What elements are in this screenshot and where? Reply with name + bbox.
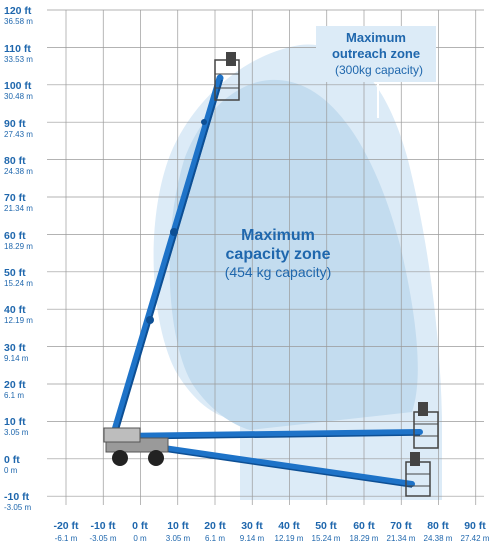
x-tick-60-ft: 60 ft	[353, 520, 375, 532]
y-tick-0-m: 0 m	[4, 466, 18, 475]
x-tick-30-ft: 30 ft	[241, 520, 263, 532]
y-tick-110-ft: 110 ft	[4, 43, 31, 55]
y-tick-30-m: 9.14 m	[4, 354, 29, 363]
platform-basket-top	[214, 52, 240, 101]
outreach-label-box	[316, 26, 436, 82]
boom-below-grade-position	[147, 443, 415, 487]
capacity-zone-title-line2: capacity zone	[226, 246, 331, 263]
x-tick-20-ft: 20 ft	[204, 520, 226, 532]
y-tick-40-m: 12.19 m	[4, 316, 33, 325]
wheel-rear	[112, 450, 128, 466]
x-tick-50-m: 15.24 m	[312, 534, 341, 543]
boom-vertical-joint-3	[201, 119, 207, 125]
y-tick-neg10-m: -3.05 m	[4, 503, 31, 512]
x-tick-90-ft: 90 ft	[464, 520, 486, 532]
y-tick-70-m: 21.34 m	[4, 204, 33, 213]
y-tick-90-m: 27.43 m	[4, 130, 33, 139]
y-tick-60-ft: 60 ft	[4, 230, 26, 242]
machine-turret	[103, 427, 141, 443]
y-tick-80-m: 24.38 m	[4, 167, 33, 176]
x-tick-0-m: 0 m	[133, 534, 147, 543]
boom-vertical-shadow	[114, 79, 223, 441]
y-tick-100-ft: 100 ft	[4, 80, 32, 92]
x-tick-60-m: 18.29 m	[350, 534, 379, 543]
x-tick-neg10-m: -3.05 m	[89, 534, 116, 543]
y-tick-40-ft: 40 ft	[4, 304, 26, 316]
x-tick-80-ft: 80 ft	[427, 520, 449, 532]
boom-vertical-position	[108, 74, 224, 444]
x-tick-neg20-m: -6.1 m	[55, 534, 78, 543]
x-tick-40-m: 12.19 m	[275, 534, 304, 543]
y-tick-0-ft: 0 ft	[4, 454, 20, 466]
x-tick-10-m: 3.05 m	[166, 534, 191, 543]
x-tick-70-ft: 70 ft	[390, 520, 412, 532]
outreach-zone-capacity: (300kg capacity)	[335, 63, 423, 77]
y-tick-20-m: 6.1 m	[4, 391, 24, 400]
x-tick-30-m: 9.14 m	[240, 534, 265, 543]
boom-below-grade-edge	[149, 448, 413, 488]
y-axis-ticks: 120 ft 36.58 m 110 ft 33.53 m 100 ft 30.…	[4, 5, 33, 512]
x-tick-0-ft: 0 ft	[132, 520, 148, 532]
x-tick-50-ft: 50 ft	[315, 520, 337, 532]
grid	[47, 9, 484, 505]
y-tick-50-m: 15.24 m	[4, 279, 33, 288]
boom-lift-machine	[103, 52, 439, 497]
x-tick-10-ft: 10 ft	[167, 520, 189, 532]
y-tick-neg10-ft: -10 ft	[4, 491, 30, 503]
y-tick-120-m: 36.58 m	[4, 17, 33, 26]
outreach-zone-title-line2: outreach zone	[332, 46, 420, 61]
x-tick-neg10-ft: -10 ft	[90, 520, 116, 532]
x-tick-neg20-ft: -20 ft	[53, 520, 79, 532]
y-tick-70-ft: 70 ft	[4, 192, 26, 204]
y-tick-120-ft: 120 ft	[4, 5, 32, 17]
boom-horizontal-position	[115, 429, 423, 439]
y-tick-30-ft: 30 ft	[4, 342, 26, 354]
y-tick-20-ft: 20 ft	[4, 379, 26, 391]
y-tick-10-m: 3.05 m	[4, 428, 29, 437]
y-tick-90-ft: 90 ft	[4, 118, 26, 130]
y-tick-80-ft: 80 ft	[4, 155, 26, 167]
x-tick-20-m: 6.1 m	[205, 534, 225, 543]
y-tick-10-ft: 10 ft	[4, 416, 26, 428]
maximum-capacity-zone	[169, 79, 418, 430]
capacity-zone-capacity: (454 kg capacity)	[225, 264, 332, 280]
x-tick-40-ft: 40 ft	[278, 520, 300, 532]
wheel-front	[148, 450, 164, 466]
x-axis-ticks: -20 ft -6.1 m -10 ft -3.05 m 0 ft 0 m 10…	[53, 520, 489, 543]
y-tick-50-ft: 50 ft	[4, 267, 26, 279]
y-tick-100-m: 30.48 m	[4, 92, 33, 101]
platform-basket-horizontal	[413, 402, 439, 449]
x-tick-70-m: 21.34 m	[387, 534, 416, 543]
boom-vertical-joint	[170, 228, 178, 236]
y-tick-110-m: 33.53 m	[4, 55, 33, 64]
platform-basket-below-grade	[405, 452, 431, 497]
y-tick-60-m: 18.29 m	[4, 242, 33, 251]
x-tick-90-m: 27.42 m	[461, 534, 490, 543]
boom-vertical-joint-2	[146, 316, 154, 324]
capacity-zone-title-line1: Maximum	[241, 227, 315, 244]
outreach-zone-title-line1: Maximum	[346, 30, 406, 45]
x-tick-80-m: 24.38 m	[424, 534, 453, 543]
